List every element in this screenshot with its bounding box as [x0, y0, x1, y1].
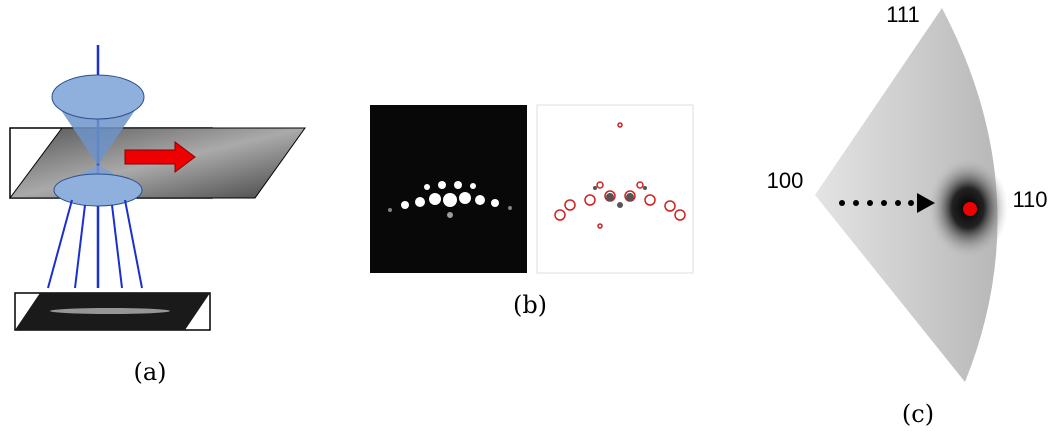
caption: (a) [133, 358, 166, 386]
figure: (a) (b) 111 [0, 0, 1064, 434]
caption: (c) [902, 400, 934, 428]
diffracted-beams [48, 200, 142, 288]
lower-ellipse [54, 174, 142, 206]
caption: (b) [513, 291, 547, 319]
direction-label: 110 [1012, 187, 1047, 212]
panel-c: 111 100 110 (c) [767, 2, 1048, 428]
orientation-dot [963, 202, 977, 216]
detector-pattern [50, 308, 170, 314]
direction-label: 100 [767, 168, 804, 193]
upper-ellipse [52, 75, 144, 119]
panel-a: (a) [10, 45, 305, 386]
direction-label: 111 [886, 2, 919, 27]
panel-b: (b) [370, 105, 693, 319]
diffraction-pattern [370, 105, 527, 273]
simulated-pattern [537, 105, 693, 273]
